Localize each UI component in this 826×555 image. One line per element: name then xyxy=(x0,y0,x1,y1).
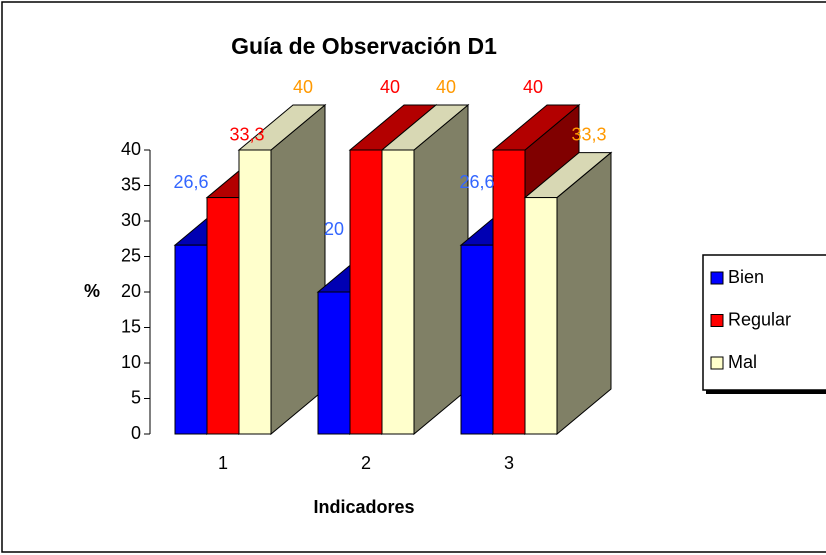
bar xyxy=(523,151,613,436)
value-label: 40 xyxy=(523,77,543,97)
x-axis-label: Indicadores xyxy=(313,497,414,517)
y-tick-label: 40 xyxy=(121,139,141,159)
bar-side xyxy=(413,103,469,436)
y-tick-label: 20 xyxy=(121,281,141,301)
value-label: 40 xyxy=(293,77,313,97)
y-tick-label: 30 xyxy=(121,210,141,230)
bar-front xyxy=(524,197,558,435)
value-label: 26,6 xyxy=(459,172,494,192)
x-tick-label: 2 xyxy=(361,453,371,473)
value-label: 40 xyxy=(436,77,456,97)
legend-label: Regular xyxy=(728,309,791,329)
bar xyxy=(380,103,470,436)
bar-front xyxy=(317,291,351,435)
bar-front xyxy=(460,244,494,435)
y-tick-label: 0 xyxy=(131,423,141,443)
legend-label: Bien xyxy=(728,267,764,287)
y-tick-label: 35 xyxy=(121,174,141,194)
value-label: 33,3 xyxy=(229,124,264,144)
value-label: 26,6 xyxy=(173,172,208,192)
value-label: 33,3 xyxy=(571,124,606,144)
y-tick-label: 25 xyxy=(121,245,141,265)
bar-front xyxy=(492,149,526,435)
legend-label: Mal xyxy=(728,352,757,372)
y-tick-label: 15 xyxy=(121,316,141,336)
value-label: 40 xyxy=(380,77,400,97)
bar xyxy=(237,103,327,436)
y-tick-label: 5 xyxy=(131,387,141,407)
y-tick-label: 10 xyxy=(121,352,141,372)
bar-front xyxy=(238,149,272,435)
bar-front xyxy=(174,244,208,435)
bar-side xyxy=(556,151,612,436)
legend-swatch xyxy=(710,314,724,327)
bar-front xyxy=(349,149,383,435)
bar-side xyxy=(270,103,326,436)
value-label: 20 xyxy=(324,219,344,239)
bar-front xyxy=(206,197,240,435)
chart-title: Guía de Observación D1 xyxy=(231,33,497,59)
y-axis-label: % xyxy=(84,281,100,301)
x-tick-label: 3 xyxy=(504,453,514,473)
bar-front xyxy=(381,149,415,435)
legend-swatch xyxy=(710,356,724,370)
x-tick-label: 1 xyxy=(218,453,228,473)
legend-swatch xyxy=(710,271,724,285)
